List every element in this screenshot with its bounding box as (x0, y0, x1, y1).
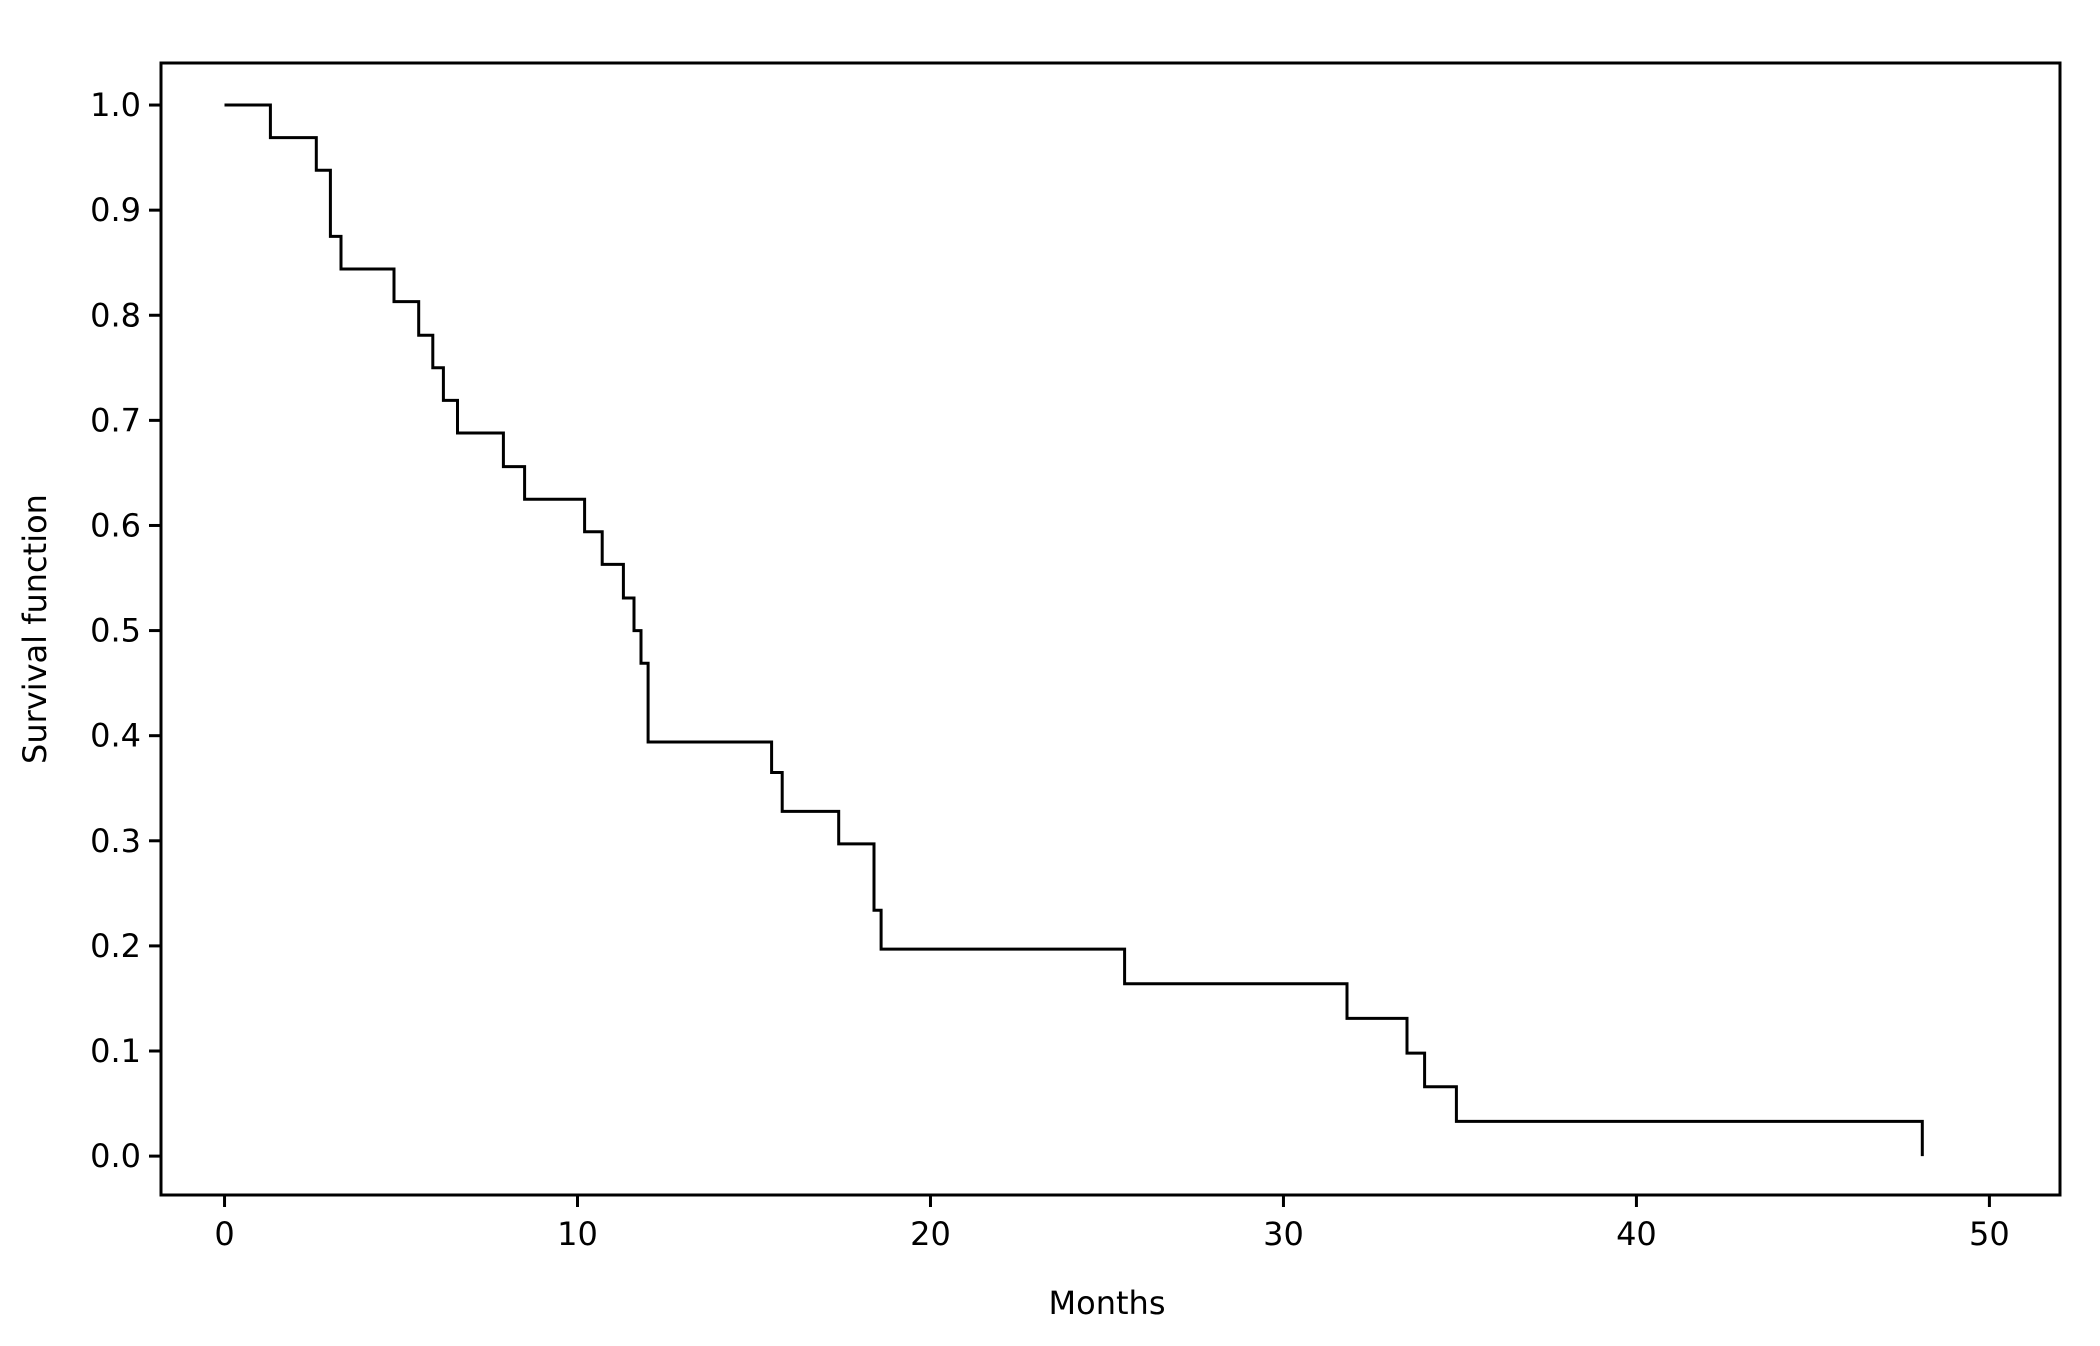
y-tick-label: 0.1 (90, 1032, 141, 1070)
x-tick-label: 20 (910, 1215, 951, 1253)
y-tick-label: 1.0 (90, 86, 141, 124)
y-axis-ticks: 0.0 0.1 0.2 0.3 0.4 0.5 0.6 0.7 0.8 0.9 1.0 (90, 86, 161, 1175)
x-axis-label: Months (1049, 1284, 1166, 1322)
y-tick-label: 0.3 (90, 822, 141, 860)
y-tick-label: 0.7 (90, 401, 141, 439)
y-tick-label: 0.9 (90, 191, 141, 229)
y-axis-label: Survival function (16, 494, 54, 764)
y-tick-label: 0.5 (90, 612, 141, 650)
x-tick-label: 0 (214, 1215, 234, 1253)
y-tick-label: 0.2 (90, 927, 141, 965)
x-tick-label: 50 (1969, 1215, 2010, 1253)
y-tick-label: 0.4 (90, 717, 141, 755)
survival-curve (224, 103, 1924, 1157)
x-tick-label: 30 (1263, 1215, 1304, 1253)
y-tick-label: 0.0 (90, 1137, 141, 1175)
x-tick-label: 40 (1616, 1215, 1657, 1253)
x-tick-label: 10 (557, 1215, 598, 1253)
x-axis-ticks: 0 10 20 30 40 50 (214, 1195, 2010, 1253)
y-tick-label: 0.6 (90, 506, 141, 544)
y-tick-label: 0.8 (90, 296, 141, 334)
plot-frame (159, 61, 2062, 1197)
